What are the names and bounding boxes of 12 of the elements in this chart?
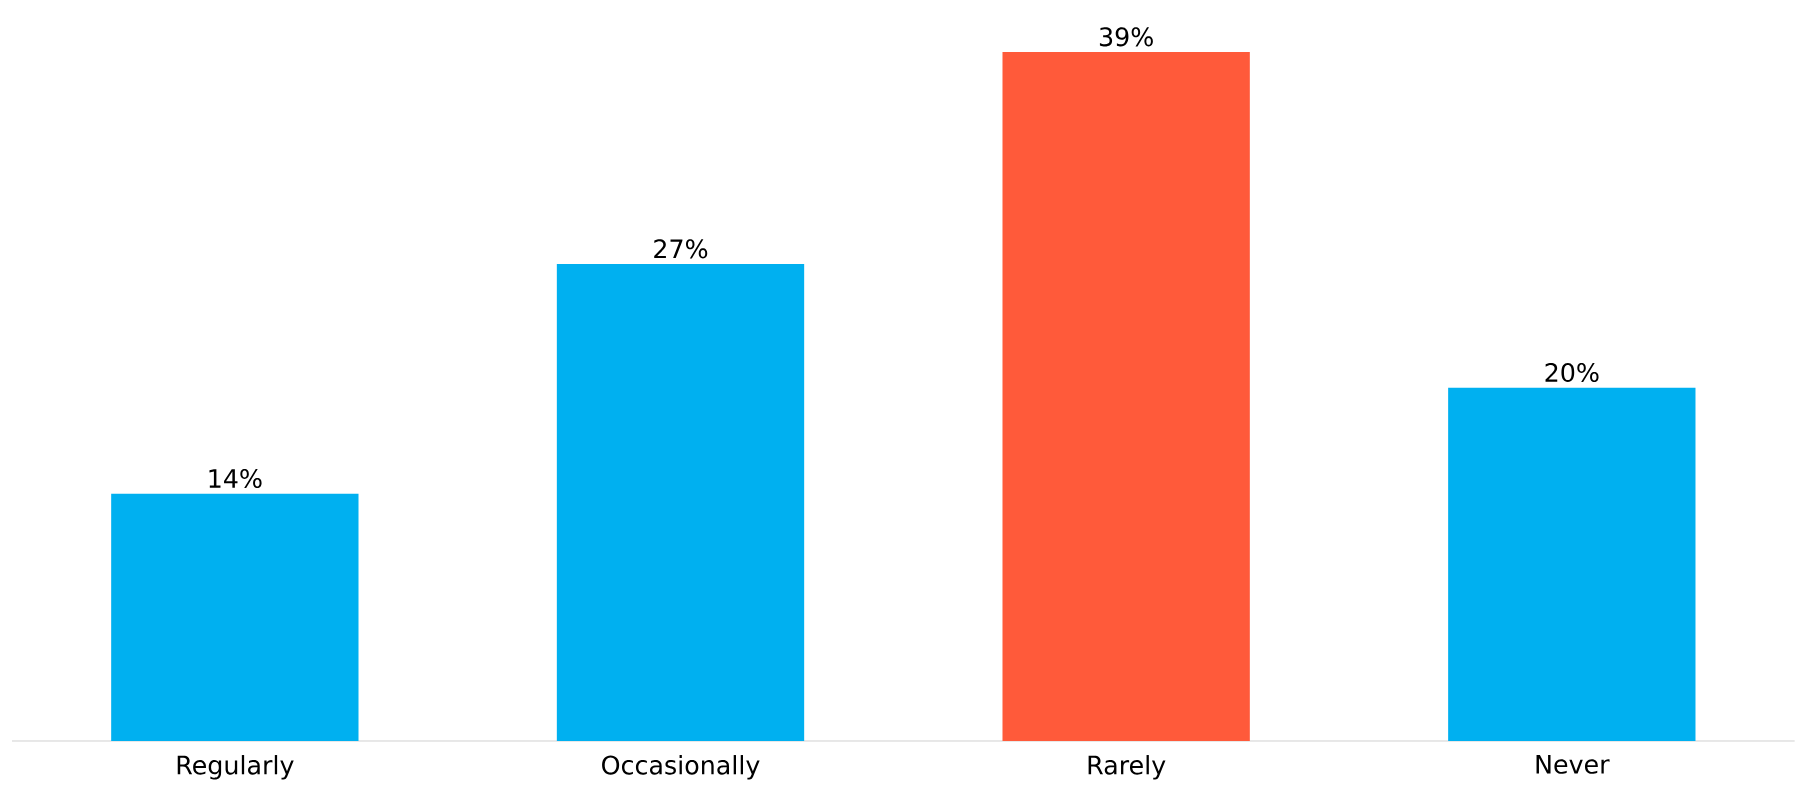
bar <box>1448 387 1696 741</box>
x-tick-label: Rarely <box>1088 755 1166 780</box>
data-label: 20% <box>1545 362 1599 383</box>
bar <box>556 263 805 741</box>
x-tick-label: Occasionally <box>602 755 760 780</box>
bar <box>111 493 359 741</box>
data-label: 14% <box>209 468 262 489</box>
x-tick-label: Never <box>1536 755 1610 774</box>
data-label: 27% <box>654 239 708 259</box>
bar <box>1002 51 1250 741</box>
x-tick-label: Regularly <box>177 755 294 780</box>
data-label: 39% <box>1099 27 1153 47</box>
